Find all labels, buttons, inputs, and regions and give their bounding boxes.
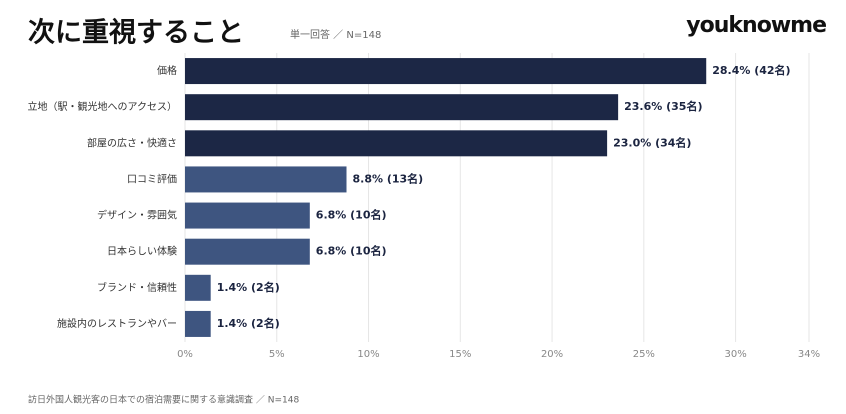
x-tick-label: 20% <box>541 349 563 360</box>
data-label: 8.8% (13名) <box>353 171 424 185</box>
x-tick-label: 0% <box>177 349 193 360</box>
chart-title: 次に重視すること <box>28 18 244 49</box>
y-tick-label: ブランド・信頼性 <box>97 281 177 294</box>
data-label: 6.8% (10名) <box>316 244 387 258</box>
chart-subtitle: 単一回答 ／ N=148 <box>290 28 381 41</box>
data-label: 1.4% (2名) <box>217 280 280 294</box>
x-tick-label: 15% <box>449 349 471 360</box>
bar <box>185 166 347 193</box>
bar <box>185 94 619 121</box>
y-tick-label: 部屋の広さ・快適さ <box>87 136 177 149</box>
bar <box>185 130 608 157</box>
y-tick-label: 口コミ評価 <box>127 172 177 185</box>
y-tick-label: 価格 <box>157 64 177 77</box>
x-tick-label: 30% <box>724 349 746 360</box>
y-tick-label: 日本らしい体験 <box>107 245 177 258</box>
data-label: 6.8% (10名) <box>316 208 387 222</box>
x-tick-label: 5% <box>269 349 285 360</box>
x-tick-label: 10% <box>357 349 379 360</box>
y-tick-label: 立地（駅・観光地へのアクセス） <box>28 100 178 113</box>
data-label: 28.4% (42名) <box>712 63 790 77</box>
data-label: 1.4% (2名) <box>217 316 280 330</box>
bar <box>185 310 211 337</box>
x-tick-label: 34% <box>798 349 820 360</box>
data-label: 23.0% (34名) <box>613 135 691 149</box>
data-label: 23.6% (35名) <box>624 99 702 113</box>
y-tick-label: 施設内のレストランやバー <box>57 317 177 330</box>
y-tick-label: デザイン・雰囲気 <box>97 209 177 222</box>
bar <box>185 58 707 85</box>
logo: youknowme <box>686 13 826 38</box>
bar <box>185 274 211 301</box>
bar <box>185 238 310 265</box>
x-tick-label: 25% <box>633 349 655 360</box>
bar <box>185 202 310 229</box>
source-note: 訪日外国人観光客の日本での宿泊需要に関する意識調査 ／ N=148 <box>28 394 299 406</box>
